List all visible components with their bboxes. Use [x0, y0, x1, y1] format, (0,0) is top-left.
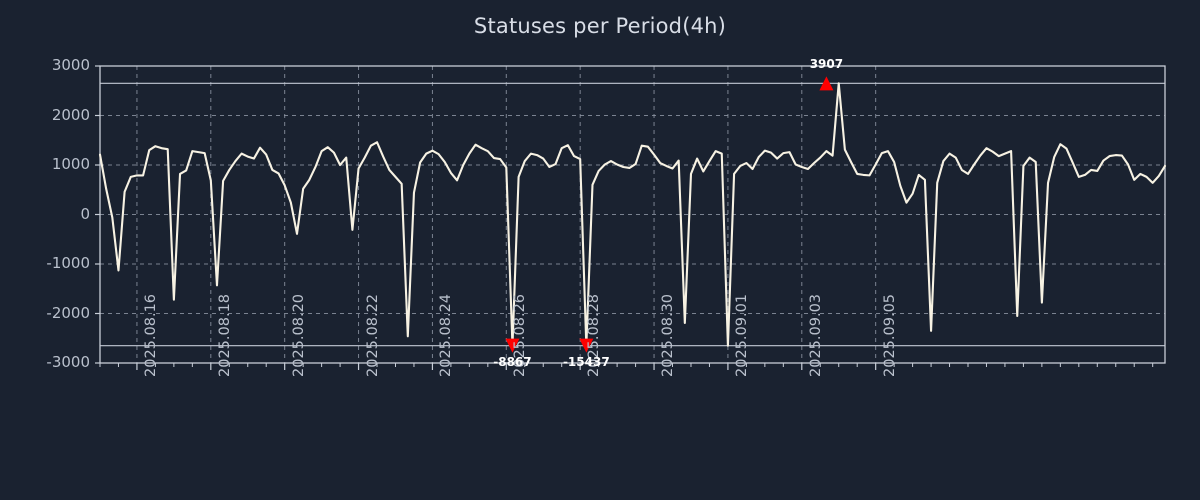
y-axis-tick-label: -3000 [46, 353, 90, 371]
annotation-value-label: 3907 [809, 57, 844, 72]
x-axis-tick-label: 2025.08.22 [364, 293, 381, 377]
x-axis-tick-label: 2025.08.24 [438, 293, 455, 377]
annotation-value-label: -8867 [493, 354, 532, 369]
x-axis-tick-label: 2025.08.16 [142, 293, 159, 377]
x-axis-tick-label: 2025.08.18 [216, 293, 233, 377]
y-axis-tick-label: 2000 [51, 105, 90, 124]
y-axis-tick-label: -2000 [46, 303, 90, 322]
y-axis-tick-label: 1000 [51, 155, 90, 173]
x-axis-tick-label: 2025.09.01 [733, 293, 750, 377]
x-axis-tick-label: 2025.09.03 [807, 293, 824, 377]
x-axis-tick-label: 2025.08.20 [290, 293, 307, 377]
y-axis-tick-label: 0 [80, 204, 90, 223]
annotation-value-label: -15437 [562, 354, 610, 369]
chart-title: Statuses per Period(4h) [473, 14, 727, 38]
x-axis-tick-label: 2025.09.05 [881, 293, 898, 377]
y-axis-tick-label: -1000 [46, 254, 90, 272]
y-axis-tick-label: 3000 [51, 56, 90, 74]
x-axis-tick-label: 2025.08.30 [660, 293, 677, 377]
